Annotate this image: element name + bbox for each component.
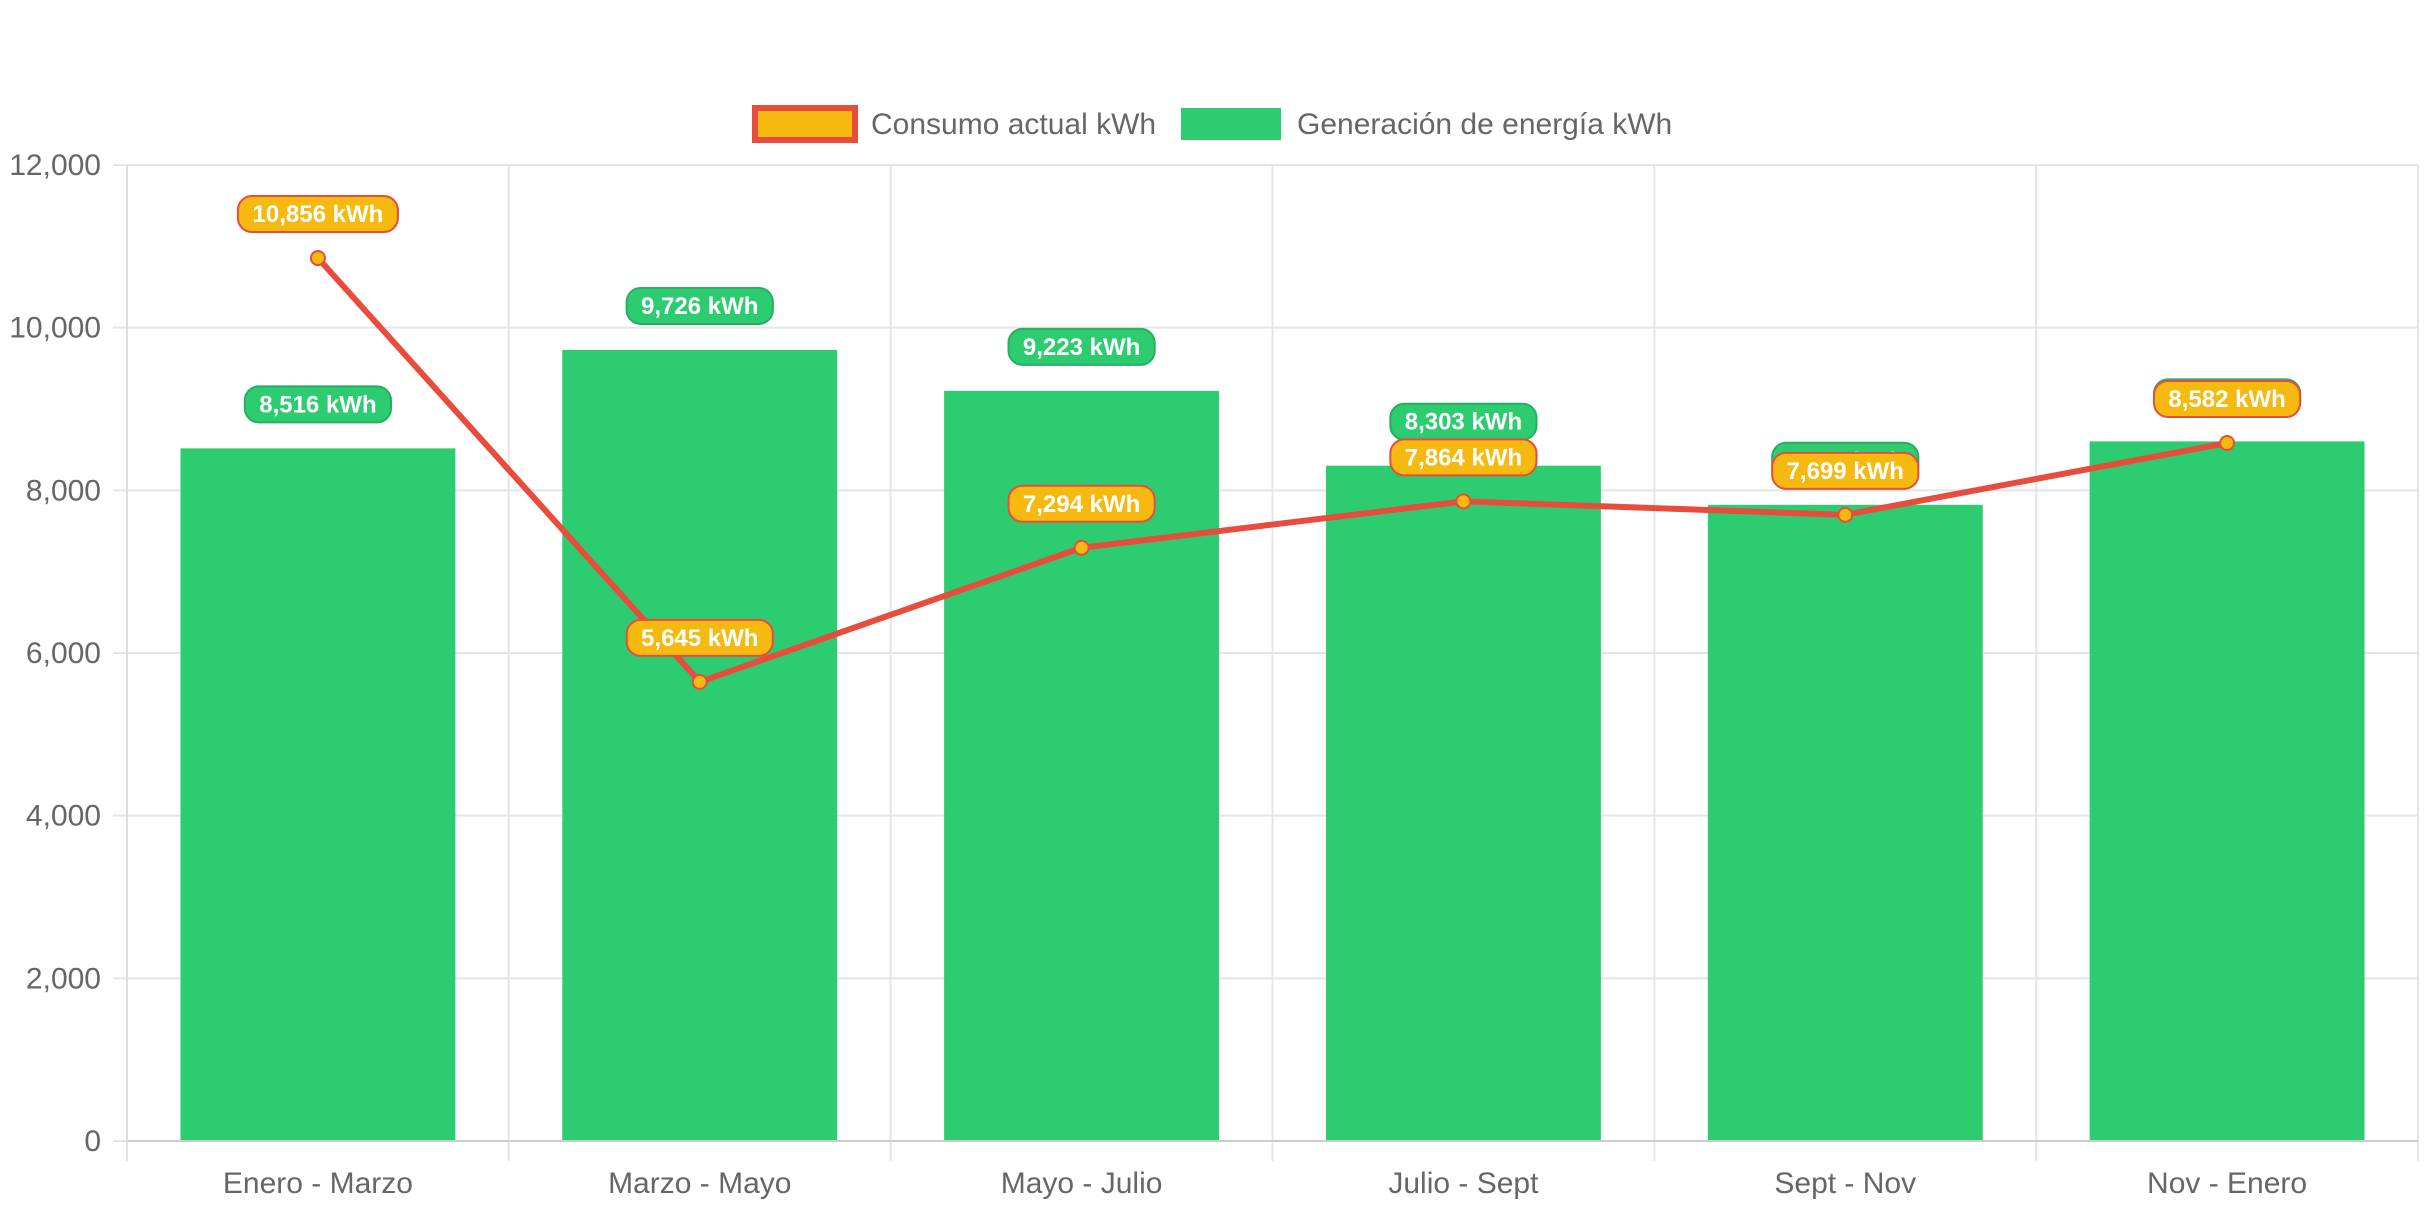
axes: 0 2,000 4,000 6,000 8,000 10,000 12,000 Enero -…: [9, 149, 2418, 1200]
legend-label-consumo: Consumo actual kWh: [871, 108, 1156, 141]
bar[interactable]: [180, 448, 456, 1141]
bar-value-label-text: 8,516 kWh: [259, 391, 376, 418]
line-point[interactable]: [2219, 434, 2236, 451]
y-tick-label: 6,000: [26, 637, 101, 670]
bar-value-label-text: 8,303 kWh: [1405, 409, 1522, 436]
line-point[interactable]: [1073, 539, 1090, 556]
line-value-label-text: 7,864 kWh: [1405, 444, 1522, 471]
legend-item-consumo[interactable]: Consumo actual kWh: [752, 105, 1156, 143]
bar-value-label-bg: [1007, 327, 1156, 366]
line-value-label: 7,699 kWh: [1771, 451, 1920, 490]
bar-value-label-text: 9,726 kWh: [641, 293, 758, 320]
line-value-label-bg: [1771, 451, 1920, 490]
y-tick-label: 12,000: [9, 149, 101, 182]
line-series: [309, 250, 2236, 690]
legend: Consumo actual kWh Generación de energía …: [752, 105, 1672, 143]
line-value-label-text: 5,645 kWh: [641, 625, 758, 652]
y-tick-label: 2,000: [26, 962, 101, 995]
line-point[interactable]: [309, 250, 326, 267]
x-tick-label: Julio - Sept: [1388, 1167, 1539, 1200]
line-value-label-bg: [1389, 438, 1538, 477]
line-value-label-text: 7,294 kWh: [1023, 491, 1140, 518]
bar-value-label-bg: [625, 286, 774, 325]
grid-layer: [126, 164, 2419, 1161]
legend-item-generacion[interactable]: Generación de energía kWh: [1181, 108, 1672, 141]
line-value-label-bg: [236, 195, 399, 234]
bar-value-label: 9,223 kWh: [1007, 327, 1156, 366]
legend-swatch-consumo: [752, 105, 858, 143]
bar-value-label: 8,516 kWh: [243, 385, 393, 424]
line-value-label: 8,582 kWh: [2152, 379, 2302, 418]
line-value-label-text: 7,699 kWh: [1787, 458, 1904, 485]
line-value-label: 10,856 kWh: [236, 195, 399, 234]
legend-swatch-generacion: [1181, 108, 1281, 140]
line-value-label: 7,294 kWh: [1007, 484, 1156, 523]
x-tick-label: Sept - Nov: [1774, 1167, 1916, 1200]
x-tick-label: Enero - Marzo: [223, 1167, 413, 1200]
y-tick-label: 4,000: [26, 800, 101, 833]
bar-value-label: 9,726 kWh: [625, 286, 774, 325]
bar-value-label: 8,303 kWh: [1389, 402, 1538, 441]
line-value-label-bg: [2152, 379, 2302, 418]
x-tick-label: Marzo - Mayo: [608, 1167, 791, 1200]
bar[interactable]: [2089, 441, 2365, 1141]
x-tick-label: Nov - Enero: [2147, 1167, 2307, 1200]
consumption-line: [315, 256, 2228, 685]
y-tick-label: 8,000: [26, 474, 101, 507]
line-value-label: 7,864 kWh: [1389, 438, 1538, 477]
bar-series: [180, 349, 2365, 1141]
bar-value-label-bg: [243, 385, 393, 424]
line-value-label-bg: [625, 618, 774, 657]
line-point[interactable]: [1455, 493, 1472, 510]
bar-value-label-text: 9,223 kWh: [1023, 334, 1140, 361]
bar[interactable]: [562, 349, 838, 1141]
line-value-label: 5,645 kWh: [625, 618, 774, 657]
legend-label-generacion: Generación de energía kWh: [1297, 108, 1672, 141]
bar[interactable]: [1325, 465, 1601, 1141]
line-value-label-text: 8,582 kWh: [2168, 386, 2285, 413]
line-point[interactable]: [1837, 506, 1854, 523]
y-tick-label: 0: [84, 1125, 101, 1158]
x-tick-label: Mayo - Julio: [1001, 1167, 1163, 1200]
bar[interactable]: [1707, 504, 1983, 1141]
line-point[interactable]: [691, 673, 708, 690]
line-value-label-text: 10,856 kWh: [253, 201, 384, 228]
line-value-label-bg: [1007, 484, 1156, 523]
y-tick-label: 10,000: [9, 312, 101, 345]
